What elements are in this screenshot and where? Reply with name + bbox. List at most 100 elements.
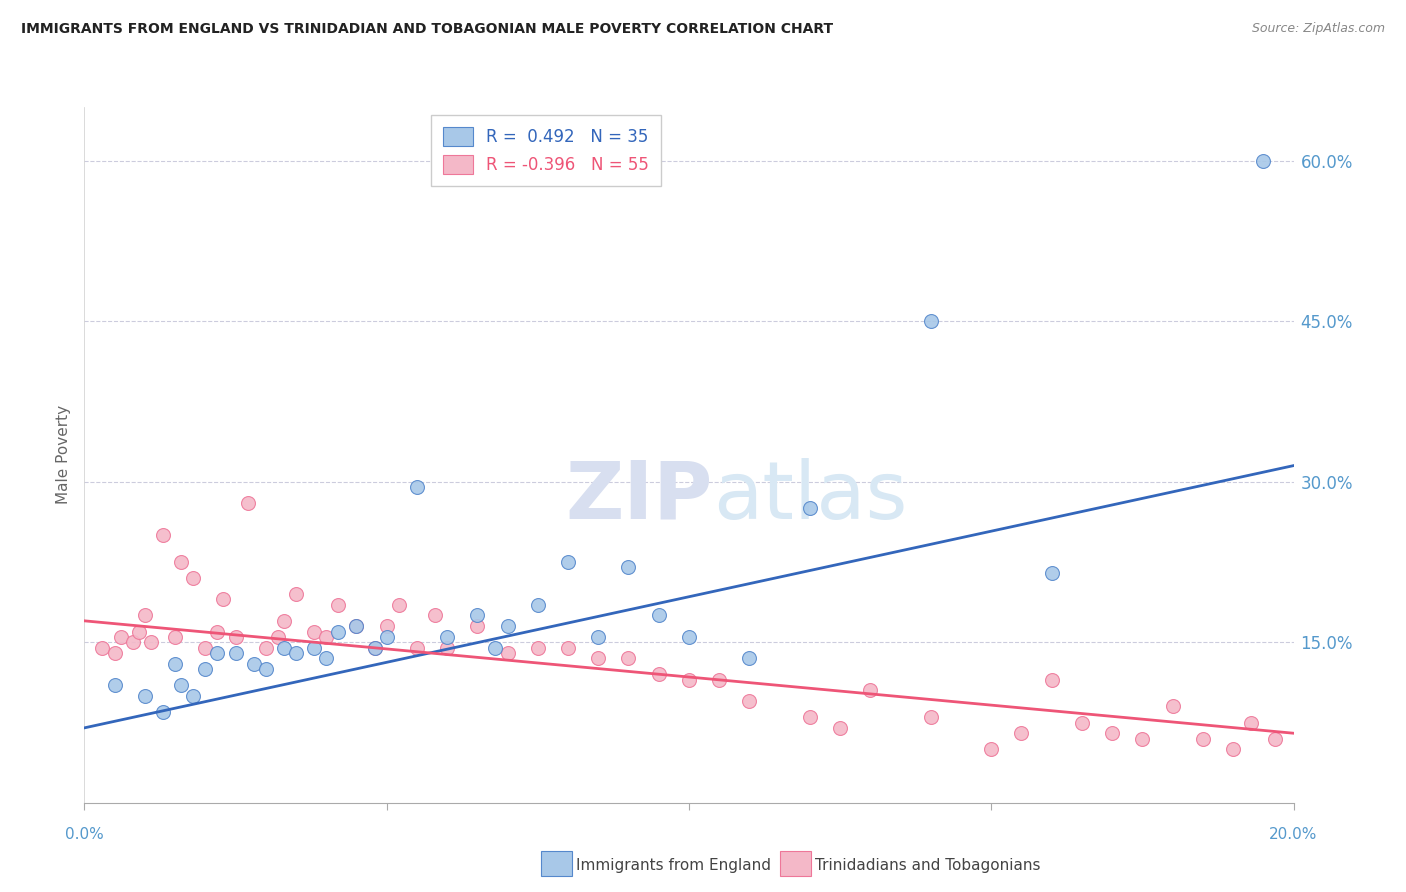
Text: IMMIGRANTS FROM ENGLAND VS TRINIDADIAN AND TOBAGONIAN MALE POVERTY CORRELATION C: IMMIGRANTS FROM ENGLAND VS TRINIDADIAN A…	[21, 22, 834, 37]
Point	[920, 710, 942, 724]
Point	[980, 742, 1002, 756]
Y-axis label: Male Poverty: Male Poverty	[56, 405, 72, 505]
Point	[678, 673, 700, 687]
Point	[128, 624, 150, 639]
Point	[273, 640, 295, 655]
Point	[110, 630, 132, 644]
Text: Trinidadians and Tobagonians: Trinidadians and Tobagonians	[815, 858, 1040, 872]
Point	[484, 640, 506, 655]
Point	[152, 705, 174, 719]
Point	[104, 646, 127, 660]
Point	[709, 673, 731, 687]
Point	[285, 646, 308, 660]
Point	[315, 651, 337, 665]
Point	[617, 560, 640, 574]
Point	[1240, 715, 1263, 730]
Point	[799, 710, 821, 724]
Point	[496, 619, 519, 633]
Point	[557, 555, 579, 569]
Point	[134, 608, 156, 623]
Point	[328, 624, 350, 639]
Point	[406, 480, 429, 494]
Point	[273, 614, 295, 628]
Point	[363, 640, 385, 655]
Legend: R =  0.492   N = 35, R = -0.396   N = 55: R = 0.492 N = 35, R = -0.396 N = 55	[432, 115, 661, 186]
Point	[588, 630, 610, 644]
Point	[242, 657, 264, 671]
Point	[121, 635, 143, 649]
Point	[1130, 731, 1153, 746]
Point	[406, 640, 429, 655]
Point	[165, 630, 187, 644]
Point	[388, 598, 411, 612]
Point	[302, 640, 325, 655]
Point	[139, 635, 162, 649]
Point	[738, 651, 761, 665]
Point	[194, 640, 217, 655]
Point	[134, 689, 156, 703]
Point	[194, 662, 217, 676]
Point	[181, 571, 204, 585]
Point	[799, 501, 821, 516]
Point	[285, 587, 308, 601]
Point	[254, 640, 277, 655]
Point	[254, 662, 277, 676]
Point	[207, 624, 229, 639]
Text: ZIP: ZIP	[565, 458, 713, 536]
Point	[436, 640, 458, 655]
Point	[375, 630, 398, 644]
Text: 20.0%: 20.0%	[1270, 827, 1317, 841]
Point	[165, 657, 187, 671]
Point	[588, 651, 610, 665]
Point	[170, 678, 193, 692]
Point	[467, 619, 489, 633]
Point	[617, 651, 640, 665]
Point	[1264, 731, 1286, 746]
Point	[648, 608, 671, 623]
Point	[170, 555, 193, 569]
Point	[363, 640, 385, 655]
Point	[328, 598, 350, 612]
Point	[738, 694, 761, 708]
Point	[1040, 673, 1063, 687]
Point	[467, 608, 489, 623]
Point	[225, 630, 247, 644]
Point	[181, 689, 204, 703]
Point	[212, 592, 235, 607]
Point	[91, 640, 114, 655]
Point	[1192, 731, 1215, 746]
Point	[557, 640, 579, 655]
Point	[423, 608, 446, 623]
Point	[346, 619, 368, 633]
Point	[527, 640, 550, 655]
Point	[920, 314, 942, 328]
Point	[225, 646, 247, 660]
Point	[104, 678, 127, 692]
Text: atlas: atlas	[713, 458, 907, 536]
Point	[496, 646, 519, 660]
Point	[236, 496, 259, 510]
Point	[1071, 715, 1094, 730]
Text: Source: ZipAtlas.com: Source: ZipAtlas.com	[1251, 22, 1385, 36]
Point	[1253, 153, 1275, 168]
Point	[302, 624, 325, 639]
Point	[648, 667, 671, 681]
Point	[1101, 726, 1123, 740]
Point	[527, 598, 550, 612]
Point	[830, 721, 852, 735]
Point	[207, 646, 229, 660]
Point	[1222, 742, 1244, 756]
Point	[375, 619, 398, 633]
Point	[1161, 699, 1184, 714]
Point	[678, 630, 700, 644]
Text: Immigrants from England: Immigrants from England	[576, 858, 772, 872]
Point	[859, 683, 882, 698]
Text: 0.0%: 0.0%	[65, 827, 104, 841]
Point	[1040, 566, 1063, 580]
Point	[346, 619, 368, 633]
Point	[267, 630, 290, 644]
Point	[152, 528, 174, 542]
Point	[315, 630, 337, 644]
Point	[1011, 726, 1033, 740]
Point	[436, 630, 458, 644]
